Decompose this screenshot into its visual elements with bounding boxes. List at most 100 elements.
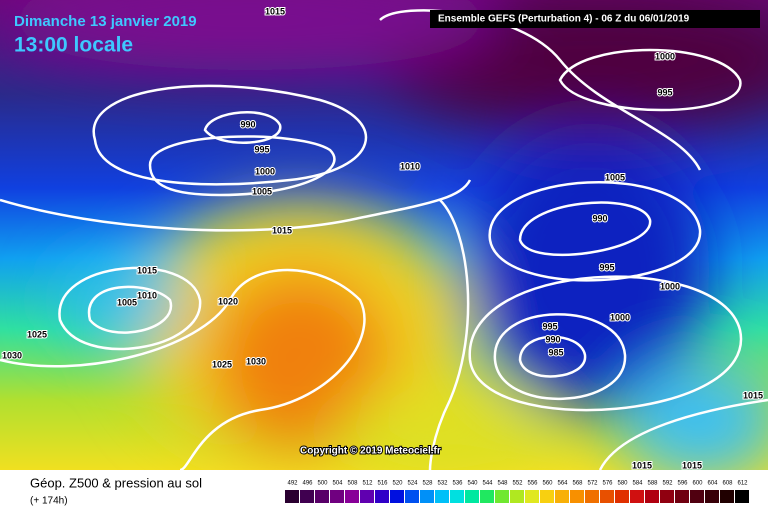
- scale-label: 528: [422, 481, 433, 487]
- isobar-label: 1015: [272, 225, 292, 235]
- scale-swatch: [480, 490, 494, 503]
- scale-swatch: [285, 490, 299, 503]
- scale-label: 548: [497, 481, 508, 487]
- scale-swatch: [375, 490, 389, 503]
- scale-swatch: [345, 490, 359, 503]
- isobar-label: 1005: [252, 186, 272, 196]
- scale-label: 492: [287, 481, 298, 487]
- scale-swatch: [615, 490, 629, 503]
- scale-swatch: [675, 490, 689, 503]
- isobar-label: 1000: [255, 166, 275, 176]
- scale-swatch: [495, 490, 509, 503]
- scale-label: 576: [602, 481, 613, 487]
- run-box: [430, 10, 760, 28]
- color-scale: 492 496 500 504 508 512 516 520 524 528 532 536 540 5…: [285, 481, 749, 503]
- scale-swatch: [555, 490, 569, 503]
- scale-swatch: [540, 490, 554, 503]
- isobar-label: 990: [545, 334, 560, 344]
- scale-swatch: [405, 490, 419, 503]
- scale-swatch: [645, 490, 659, 503]
- scale-label: 508: [347, 481, 358, 487]
- isobar-labels: 1015100099599099510001005101010059901015…: [1, 5, 764, 471]
- scale-swatch: [660, 490, 674, 503]
- isobar-label: 1015: [632, 460, 652, 470]
- isobar-label: 995: [599, 262, 614, 272]
- scale-label: 504: [332, 481, 343, 487]
- isobar-label: 1015: [265, 6, 285, 16]
- scale-label: 564: [557, 481, 568, 487]
- scale-label: 580: [617, 481, 628, 487]
- field: [0, 0, 768, 480]
- isobar-label: 1030: [2, 350, 22, 360]
- scale-swatch: [315, 490, 329, 503]
- scale-label: 532: [437, 481, 448, 487]
- isobars: [0, 9, 768, 472]
- isobar-label: 1025: [27, 329, 47, 339]
- copyright: Copyright © 2019 Meteociel.fr: [300, 446, 441, 457]
- isobar-label: 1015: [682, 460, 702, 470]
- scale-label: 540: [467, 481, 478, 487]
- scale-label: 500: [317, 481, 328, 487]
- scale-label: 536: [452, 481, 463, 487]
- scale-swatch: [420, 490, 434, 503]
- scale-label: 592: [662, 481, 673, 487]
- date: Dimanche 13 janvier 2019: [14, 13, 197, 30]
- scale-swatch: [570, 490, 584, 503]
- scale-label: 568: [572, 481, 583, 487]
- scale-label: 516: [377, 481, 388, 487]
- scale-swatch: [525, 490, 539, 503]
- scale-label: 588: [647, 481, 658, 487]
- scale-swatch: [435, 490, 449, 503]
- scale-label: 512: [362, 481, 373, 487]
- time: 13:00 locale: [14, 34, 133, 57]
- scale-swatch: [585, 490, 599, 503]
- isobar-label: 1000: [655, 51, 675, 61]
- scale-swatch: [300, 490, 314, 503]
- scale-swatch: [450, 490, 464, 503]
- scale-swatch: [735, 490, 749, 503]
- scale-label: 524: [407, 481, 418, 487]
- scale-label: 612: [737, 481, 748, 487]
- scale-label: 608: [722, 481, 733, 487]
- isobar-label: 1015: [743, 390, 763, 400]
- isobar-label: 1010: [400, 161, 420, 171]
- isobar-label: 990: [240, 119, 255, 129]
- isobar-label: 1030: [246, 356, 266, 366]
- scale-label: 596: [677, 481, 688, 487]
- isobar-label: 985: [548, 347, 563, 357]
- scale-label: 584: [632, 481, 643, 487]
- isobar-label: 1005: [605, 172, 625, 182]
- scale-swatch: [690, 490, 704, 503]
- scale-swatch: [600, 490, 614, 503]
- isobar-label: 995: [542, 321, 557, 331]
- isobar-label: 1010: [137, 290, 157, 300]
- scale-label: 556: [527, 481, 538, 487]
- isobar-label: 1000: [610, 312, 630, 322]
- isobar-label: 995: [657, 87, 672, 97]
- scale-swatch: [465, 490, 479, 503]
- scale-swatch: [630, 490, 644, 503]
- isobar-label: 1015: [137, 265, 157, 275]
- scale-swatch: [330, 490, 344, 503]
- scale-swatch: [360, 490, 374, 503]
- scale-label: 600: [692, 481, 703, 487]
- isobar-label: 1000: [660, 281, 680, 291]
- footer-title: Géop. Z500 & pression au sol: [30, 475, 202, 490]
- scale-swatch: [705, 490, 719, 503]
- isobar-label: 990: [592, 213, 607, 223]
- scale-swatch: [510, 490, 524, 503]
- isobar-label: 1005: [117, 297, 137, 307]
- isobar-label: 1025: [212, 359, 232, 369]
- footer-lead: (+ 174h): [30, 496, 68, 507]
- run-info: Ensemble GEFS (Perturbation 4) - 06 Z du…: [438, 14, 690, 25]
- scale-label: 520: [392, 481, 403, 487]
- scale-swatch: [720, 490, 734, 503]
- scale-label: 572: [587, 481, 598, 487]
- scale-swatch: [390, 490, 404, 503]
- scale-label: 552: [512, 481, 523, 487]
- scale-label: 560: [542, 481, 553, 487]
- isobar-label: 1020: [218, 296, 238, 306]
- scale-label: 544: [482, 481, 493, 487]
- isobar-label: 995: [254, 144, 269, 154]
